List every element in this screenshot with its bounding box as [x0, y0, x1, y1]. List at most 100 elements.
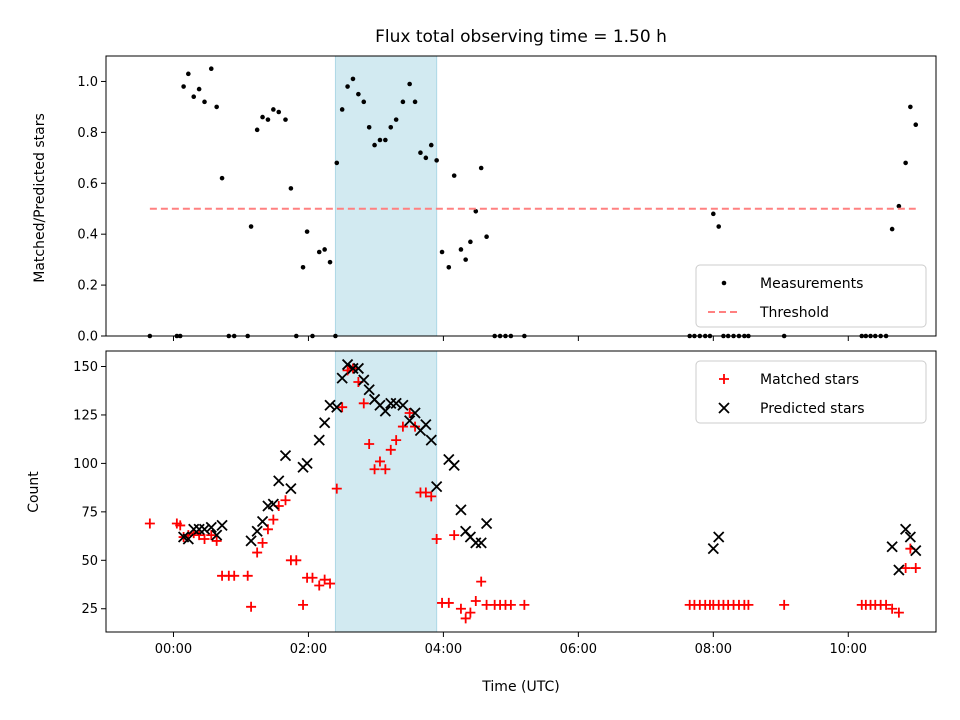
data-point [319, 574, 330, 585]
data-point [325, 578, 336, 589]
data-point [713, 531, 725, 543]
shaded-region [334, 350, 438, 633]
data-point [439, 249, 445, 255]
data-point [707, 543, 719, 555]
data-point [423, 155, 429, 161]
data-point [410, 421, 421, 432]
data-point [374, 456, 385, 467]
data-point [451, 173, 457, 178]
data-point [899, 523, 912, 535]
axis-ticks: 0.0 0.2 0.4 0.6 0.8 1.0 [77, 75, 849, 345]
plot-series [144, 358, 922, 624]
data-point [393, 117, 399, 122]
data-point [364, 439, 375, 450]
data-point [380, 464, 391, 475]
data-point [298, 599, 309, 610]
axis-ticks: 25 50 75 100 125 150 00:00 02:00 04:00 06:00 08:00… [73, 360, 867, 657]
data-point [206, 530, 217, 541]
data-point [327, 259, 333, 265]
data-point [478, 165, 484, 171]
data-point [443, 597, 454, 608]
x-tick-label: 08:00 [695, 642, 732, 657]
data-point [366, 124, 372, 130]
data-point [205, 521, 217, 533]
data-point [455, 603, 466, 614]
data-point [404, 415, 416, 427]
data-point [257, 537, 268, 548]
axes-frame [105, 55, 937, 337]
y-tick-label: 1.0 [77, 75, 98, 90]
data-point [304, 229, 310, 234]
data-point [352, 362, 365, 375]
y-tick-label: 25 [81, 602, 98, 617]
y-axis-label: Count [26, 471, 42, 513]
data-point [336, 372, 348, 384]
data-point [285, 482, 297, 495]
data-point [334, 160, 340, 166]
data-point [484, 234, 489, 240]
data-point [175, 520, 186, 531]
data-point [470, 595, 481, 606]
legend-box [695, 264, 927, 328]
data-point [276, 109, 282, 115]
data-point [273, 475, 285, 487]
data-point [455, 504, 467, 516]
data-point [460, 613, 471, 624]
data-point [316, 249, 322, 255]
shaded-interval [334, 55, 438, 337]
data-point [420, 487, 431, 498]
data-point [314, 580, 325, 591]
data-point [361, 99, 367, 105]
data-point [409, 407, 421, 419]
y-tick-label: 0.4 [77, 228, 98, 243]
series-measurements [147, 66, 919, 339]
data-point [385, 444, 396, 455]
data-point [300, 264, 306, 270]
data-point [913, 122, 919, 128]
data-point [908, 104, 913, 110]
data-point [363, 384, 375, 396]
data-point [251, 525, 263, 537]
data-point [716, 224, 722, 229]
legend: Matched stars Predicted stars [695, 360, 927, 424]
data-point [194, 530, 205, 541]
data-point [322, 247, 327, 252]
data-point [245, 535, 257, 547]
data-point [198, 523, 211, 535]
data-point [350, 76, 356, 82]
data-point [480, 517, 493, 530]
data-point [476, 576, 487, 587]
data-point [904, 531, 916, 543]
data-point [377, 137, 383, 143]
x-tick-label: 04:00 [425, 642, 462, 657]
data-point [463, 257, 468, 262]
data-point [324, 399, 336, 411]
data-point [256, 515, 269, 528]
data-point [910, 563, 921, 574]
data-point [345, 84, 350, 89]
data-point [420, 419, 432, 431]
data-point [216, 519, 228, 532]
data-point [208, 66, 214, 72]
y-tick-label: 100 [73, 457, 98, 472]
data-point [475, 537, 487, 549]
data-point [280, 495, 291, 506]
data-point [900, 563, 911, 574]
data-point [903, 160, 908, 166]
chart-title: Flux total observing time = 1.50 h [375, 27, 667, 47]
data-point [779, 599, 790, 610]
data-point [391, 435, 402, 446]
data-point [279, 450, 292, 462]
y-tick-label: 0.6 [77, 177, 98, 192]
data-point [260, 114, 265, 120]
data-point [341, 358, 354, 371]
data-point [372, 142, 377, 148]
legend-swatch [719, 374, 729, 384]
data-point [448, 459, 460, 471]
data-point [267, 498, 279, 510]
data-point [358, 398, 369, 409]
x-tick-label: 00:00 [155, 642, 192, 657]
data-point [743, 599, 754, 610]
legend-swatch [721, 280, 727, 286]
